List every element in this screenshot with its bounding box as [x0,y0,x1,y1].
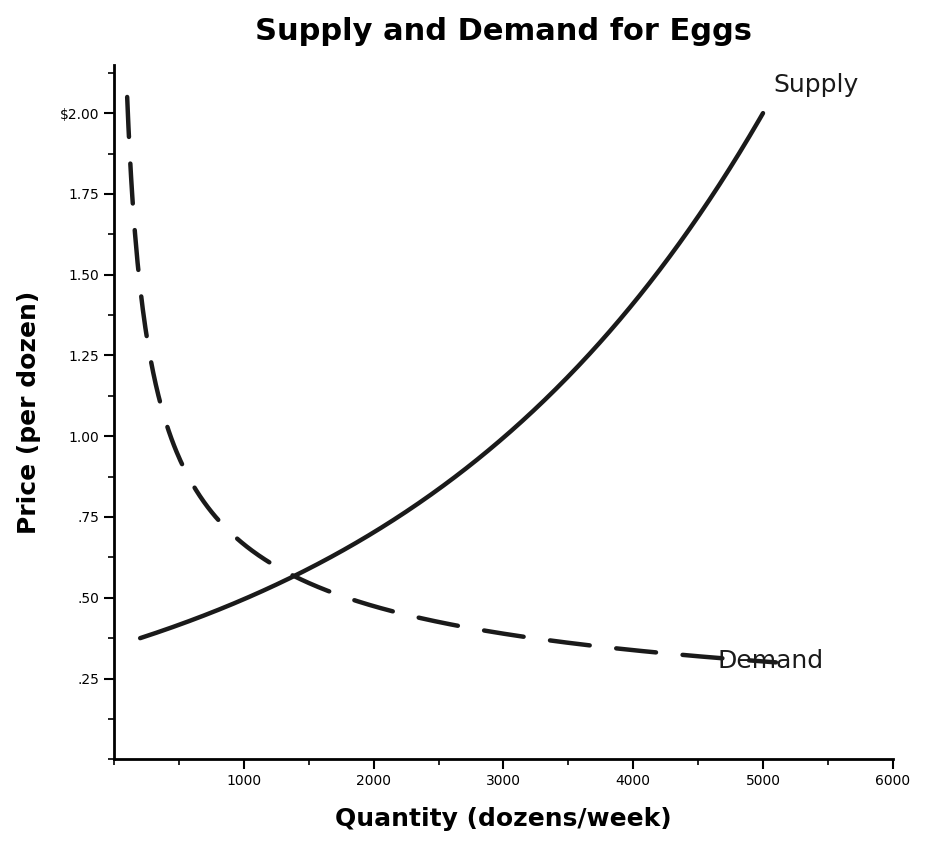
Text: Demand: Demand [717,650,824,673]
X-axis label: Quantity (dozens/week): Quantity (dozens/week) [336,807,672,831]
Title: Supply and Demand for Eggs: Supply and Demand for Eggs [255,17,752,46]
Text: Supply: Supply [773,73,858,97]
Y-axis label: Price (per dozen): Price (per dozen) [17,290,41,533]
